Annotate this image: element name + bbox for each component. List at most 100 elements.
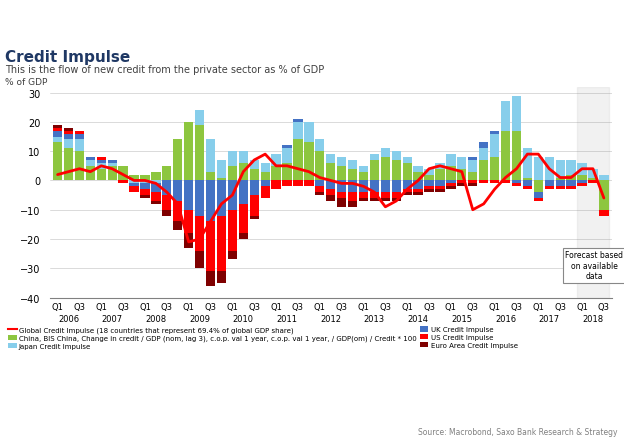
Bar [359, 181, 368, 193]
Bar [402, 190, 412, 193]
Text: % of GDP: % of GDP [5, 78, 47, 87]
Bar [436, 181, 445, 187]
Bar [151, 181, 160, 184]
Bar [64, 149, 73, 181]
Text: Q1: Q1 [532, 302, 544, 311]
Bar [195, 126, 204, 181]
Bar [370, 181, 379, 193]
Bar [151, 201, 160, 205]
Bar [523, 187, 532, 190]
Bar [261, 187, 270, 198]
Bar [217, 181, 226, 216]
Bar [523, 181, 532, 187]
Bar [414, 193, 423, 196]
Bar [446, 155, 456, 166]
Bar [97, 158, 106, 161]
Bar [228, 166, 237, 181]
Text: 2013: 2013 [364, 314, 385, 323]
Bar [184, 181, 193, 210]
Bar [195, 181, 204, 216]
Bar [238, 181, 248, 205]
Text: Q1: Q1 [139, 302, 151, 311]
Bar [206, 172, 215, 181]
Bar [129, 184, 139, 187]
Bar [392, 181, 401, 193]
Bar [195, 111, 204, 126]
Text: This is the flow of new credit from the private sector as % of GDP: This is the flow of new credit from the … [5, 64, 324, 74]
Bar [64, 140, 73, 149]
Bar [119, 181, 128, 184]
Bar [85, 158, 95, 161]
Bar [261, 172, 270, 181]
Bar [490, 131, 499, 134]
Bar [457, 170, 467, 181]
Bar [457, 184, 467, 187]
Text: Q3: Q3 [554, 302, 566, 311]
Bar [381, 193, 390, 198]
Bar [534, 193, 543, 198]
Bar [250, 170, 259, 181]
Bar [107, 161, 117, 163]
Bar [238, 205, 248, 233]
Bar [151, 193, 160, 201]
Bar [599, 175, 608, 181]
Bar [381, 158, 390, 181]
Bar [424, 170, 434, 175]
Bar [75, 134, 84, 140]
Bar [75, 140, 84, 152]
Text: Q3: Q3 [336, 302, 348, 311]
Bar [261, 181, 270, 187]
Text: Q3: Q3 [161, 302, 173, 311]
Bar [588, 178, 598, 181]
Bar [64, 128, 73, 131]
Bar [534, 198, 543, 201]
Bar [392, 161, 401, 181]
Bar [392, 152, 401, 161]
Bar [184, 123, 193, 181]
Bar [348, 161, 357, 170]
Text: 2015: 2015 [451, 314, 472, 323]
Bar [206, 181, 215, 222]
Text: Q1: Q1 [270, 302, 282, 311]
Bar [151, 172, 160, 181]
Bar [238, 233, 248, 240]
Bar [315, 140, 324, 152]
Text: Q3: Q3 [205, 302, 217, 311]
Bar [64, 131, 73, 134]
Bar [567, 181, 576, 187]
Bar [250, 216, 259, 219]
Bar [228, 152, 237, 166]
Bar [555, 161, 565, 178]
Bar [490, 134, 499, 158]
Bar [370, 155, 379, 161]
Bar [370, 161, 379, 181]
Bar [402, 163, 412, 181]
Bar [326, 181, 335, 190]
Bar [64, 134, 73, 140]
Bar [424, 190, 434, 193]
Text: Q3: Q3 [292, 302, 304, 311]
Bar [293, 181, 303, 187]
Bar [359, 198, 368, 201]
Bar [424, 181, 434, 187]
Bar [545, 158, 554, 181]
Bar [283, 181, 291, 187]
Bar [53, 126, 62, 128]
Bar [457, 181, 467, 184]
Bar [599, 210, 608, 216]
Bar [53, 143, 62, 181]
Bar [545, 187, 554, 190]
Bar [337, 158, 346, 166]
Bar [140, 196, 150, 198]
Bar [261, 163, 270, 172]
Bar [424, 175, 434, 181]
Text: Q1: Q1 [445, 302, 457, 311]
Bar [490, 158, 499, 181]
Bar [315, 152, 324, 181]
Bar [173, 181, 182, 201]
Bar [337, 181, 346, 193]
Bar [512, 184, 521, 187]
Bar [305, 123, 313, 143]
Bar [206, 272, 215, 286]
Bar [271, 155, 281, 166]
